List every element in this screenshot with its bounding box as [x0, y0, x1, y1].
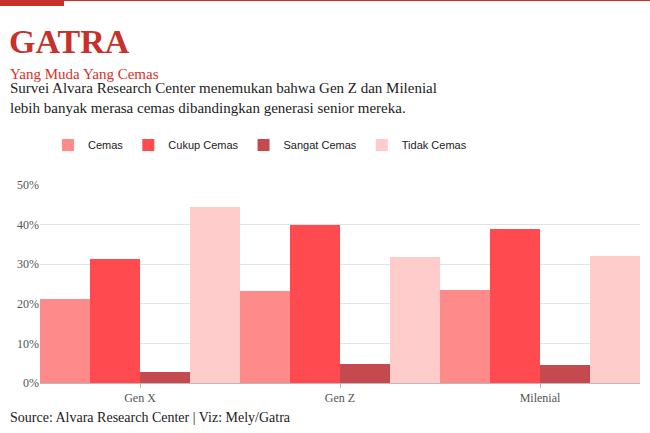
- svg-text:Cukup Cemas: Cukup Cemas: [168, 139, 238, 151]
- svg-text:Yang Muda Yang Cemas: Yang Muda Yang Cemas: [10, 66, 159, 82]
- svg-text:20%: 20%: [17, 297, 39, 311]
- svg-text:0%: 0%: [23, 376, 39, 390]
- svg-text:Survei Alvara Research Center: Survei Alvara Research Center menemukan …: [10, 80, 437, 116]
- svg-text:Milenial: Milenial: [520, 391, 561, 405]
- svg-text:Tidak Cemas: Tidak Cemas: [402, 139, 467, 151]
- svg-text:40%: 40%: [17, 218, 39, 232]
- svg-text:10%: 10%: [17, 337, 39, 351]
- svg-text:Gen X: Gen X: [124, 391, 156, 405]
- svg-text:Gen Z: Gen Z: [325, 391, 355, 405]
- svg-text:Cemas: Cemas: [88, 139, 123, 151]
- svg-text:30%: 30%: [17, 257, 39, 271]
- svg-text:50%: 50%: [17, 178, 39, 192]
- svg-text:Source: Alvara Research Center: Source: Alvara Research Center | Viz: Me…: [10, 410, 291, 425]
- svg-text:GATRA: GATRA: [9, 23, 130, 60]
- svg-text:Sangat Cemas: Sangat Cemas: [284, 139, 357, 151]
